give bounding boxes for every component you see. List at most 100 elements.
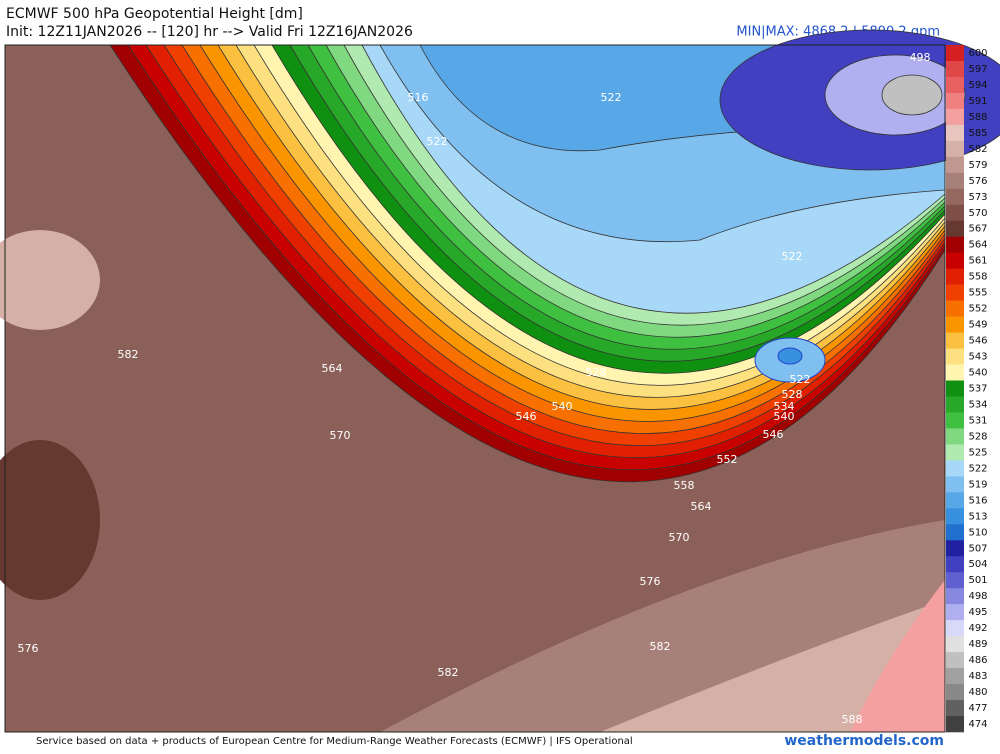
south-area: [600, 600, 945, 732]
contour-label: 582: [438, 666, 459, 679]
footer: Service based on data + products of Euro…: [36, 736, 633, 747]
colorbar-label: 588: [968, 112, 987, 123]
contour-label: 558: [674, 479, 695, 492]
contour-label: 498: [910, 51, 931, 64]
contour-label: 540: [774, 410, 795, 423]
colorbar-label: 480: [968, 687, 987, 698]
colorbar-swatch: [946, 412, 964, 429]
colorbar-label: 579: [968, 160, 987, 171]
contour-label: 582: [650, 640, 671, 653]
contour-label: 564: [322, 362, 343, 375]
colorbar-label: 582: [968, 144, 987, 155]
colorbar-swatch: [946, 140, 964, 158]
contour-label: 582: [118, 348, 139, 361]
south-area: [850, 580, 945, 732]
colorbar-label: 483: [968, 671, 987, 682]
contour-label: 534: [774, 400, 795, 413]
dark-area: [0, 440, 100, 600]
colorbar-label: 561: [968, 256, 987, 267]
colorbar-label: 567: [968, 224, 987, 235]
colorbar-label: 489: [968, 639, 987, 650]
colorbar-swatch: [946, 45, 964, 62]
colorbar-label: 564: [968, 240, 987, 251]
contour-label: 564: [691, 500, 712, 513]
contour-label: 570: [330, 429, 351, 442]
colorbar-swatch: [946, 348, 964, 365]
colorbar-label: 498: [968, 591, 987, 602]
map-frame: [4, 44, 946, 733]
colorbar-swatch: [946, 156, 964, 174]
colorbar-label: 591: [968, 96, 987, 107]
contour-label: 576: [640, 575, 661, 588]
colorbar-swatch: [946, 124, 964, 142]
colorbar-swatch: [946, 92, 964, 110]
colorbar-label: 516: [968, 495, 987, 506]
colorbar-swatch: [946, 60, 964, 78]
colorbar-swatch: [946, 236, 964, 253]
low-area: [777, 347, 803, 365]
colorbar-label: 477: [968, 703, 987, 714]
map-area: 516 5225224985825645705225225285345405465…: [0, 29, 1000, 733]
colorbar-label: 558: [968, 272, 987, 283]
high-area: [0, 230, 100, 330]
colorbar-swatch: [946, 652, 964, 669]
colorbar-swatch: [946, 380, 964, 397]
contour-label: 576: [18, 642, 39, 655]
contour-label: 522: [601, 91, 622, 104]
colorbar-label: 525: [968, 447, 987, 458]
colorbar-label: 600: [968, 48, 987, 59]
low-area: [881, 74, 943, 116]
colorbar-label: 597: [968, 64, 987, 75]
colorbar-label: 540: [968, 368, 987, 379]
colorbar-swatch: [946, 364, 964, 381]
colorbar-swatch: [946, 716, 964, 733]
colorbar-swatch: [946, 684, 964, 701]
colorbar-label: 519: [968, 479, 987, 490]
contour-label: 546: [516, 410, 537, 423]
colorbar-swatch: [946, 172, 964, 190]
colorbar-swatch: [946, 508, 964, 525]
colorbar-label: 573: [968, 192, 987, 203]
contour-label: 522: [427, 135, 448, 148]
colorbar-swatch: [946, 444, 964, 461]
colorbar-swatch: [946, 620, 964, 637]
colorbar-swatch: [946, 108, 964, 126]
colorbar-label: 594: [968, 80, 987, 91]
contour-label: 516: [408, 91, 429, 104]
colorbar-label: 537: [968, 384, 987, 395]
colorbar-label: 522: [968, 463, 987, 474]
colorbar-label: 486: [968, 655, 987, 666]
contour-label: 522: [790, 373, 811, 386]
colorbar-swatch: [946, 460, 964, 477]
colorbar-label: 576: [968, 176, 987, 187]
colorbar-label: 528: [968, 431, 987, 442]
colorbar-swatch: [946, 284, 964, 301]
contour-label: 570: [669, 531, 690, 544]
colorbar-label: 534: [968, 399, 987, 410]
colorbar-swatch: [946, 572, 964, 589]
title: ECMWF 500 hPa Geopotential Height [dm]: [6, 6, 303, 22]
colorbar-swatch: [946, 252, 964, 269]
colorbar-swatch: [946, 604, 964, 621]
colorbar-label: 474: [968, 719, 987, 730]
subtitle: Init: 12Z11JAN2026 -- [120] hr --> Valid…: [6, 24, 413, 40]
colorbar-swatch: [946, 204, 964, 222]
colorbar-swatch: [946, 316, 964, 333]
site-name: weathermodels.com: [784, 733, 944, 749]
colorbar-label: 510: [968, 527, 987, 538]
contour-label: 528: [586, 366, 607, 379]
colorbar-swatch: [946, 396, 964, 413]
contour-label: 546: [763, 428, 784, 441]
colorbar-label: 543: [968, 352, 987, 363]
colorbar-label: 570: [968, 208, 987, 219]
colorbar-swatch: [946, 540, 964, 557]
colorbar-label: 585: [968, 128, 987, 139]
contour-label: 552: [717, 453, 738, 466]
colorbar-swatch: [946, 332, 964, 349]
colorbar-label: 507: [968, 543, 987, 554]
colorbar-swatch: [946, 636, 964, 653]
colorbar-swatch: [946, 428, 964, 445]
colorbar-swatch: [946, 588, 964, 605]
